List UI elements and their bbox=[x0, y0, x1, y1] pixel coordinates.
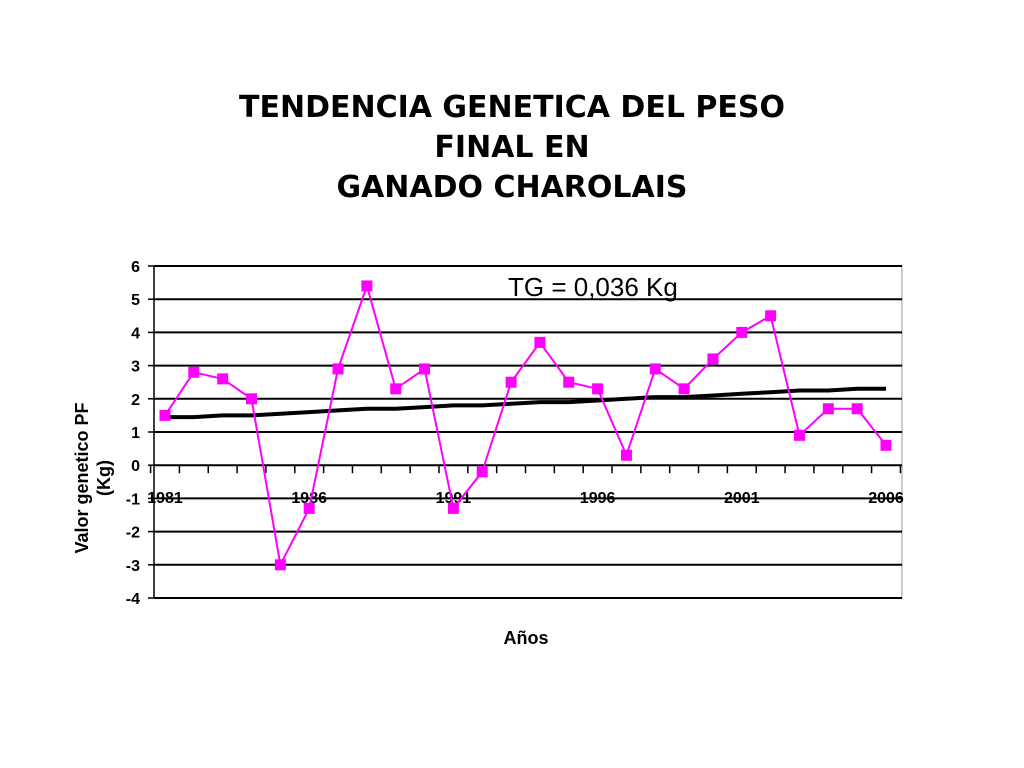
data-point bbox=[793, 429, 805, 441]
data-point bbox=[217, 373, 229, 385]
data-point bbox=[563, 376, 575, 388]
y-tick-label: 5 bbox=[131, 292, 140, 309]
chart-title-line-2: FINAL EN bbox=[434, 130, 590, 165]
trend-annotation: TG = 0,036 Kg bbox=[508, 272, 678, 302]
trend-line bbox=[165, 386, 886, 420]
x-tick-label: 1991 bbox=[436, 490, 472, 507]
data-point bbox=[851, 403, 863, 415]
y-tick-label: 6 bbox=[131, 259, 140, 276]
data-point bbox=[620, 449, 632, 461]
x-tick-label: 2006 bbox=[868, 490, 904, 507]
x-tick-label: 1996 bbox=[580, 490, 616, 507]
x-tick-label: 1981 bbox=[147, 490, 183, 507]
data-point bbox=[246, 393, 258, 405]
y-tick-label: 2 bbox=[131, 392, 140, 409]
y-axis-title: Valor genetico PF (Kg) bbox=[72, 402, 114, 553]
y-tick-label: -4 bbox=[126, 591, 140, 608]
data-point bbox=[534, 336, 546, 348]
y-tick-label: -3 bbox=[126, 558, 140, 575]
x-tick-label: 1986 bbox=[291, 490, 327, 507]
data-point bbox=[505, 376, 517, 388]
data-point bbox=[678, 383, 690, 395]
data-point bbox=[476, 466, 488, 478]
data-point bbox=[188, 366, 200, 378]
data-point bbox=[159, 409, 171, 421]
y-axis-title-line-1: Valor genetico PF bbox=[72, 402, 92, 553]
data-series bbox=[159, 280, 892, 571]
gridlines bbox=[148, 265, 902, 599]
data-point bbox=[765, 310, 777, 322]
data-point bbox=[822, 403, 834, 415]
y-tick-label: 1 bbox=[131, 425, 140, 442]
data-point bbox=[447, 502, 459, 514]
data-point bbox=[592, 383, 604, 395]
y-tick-labels: 6 5 4 3 2 1 0 -1 -2 -3 -4 bbox=[126, 259, 140, 608]
data-point bbox=[880, 439, 892, 451]
data-point bbox=[332, 363, 344, 375]
chart-title-line-3: GANADO CHAROLAIS bbox=[336, 170, 688, 205]
data-point bbox=[303, 502, 315, 514]
data-point bbox=[707, 353, 719, 365]
x-tick-label: 2001 bbox=[724, 490, 760, 507]
data-point bbox=[274, 559, 286, 571]
x-axis: 1981 1986 1991 1996 2001 2006 bbox=[147, 465, 904, 507]
data-point bbox=[361, 280, 373, 292]
data-point bbox=[736, 326, 748, 338]
y-tick-label: 4 bbox=[131, 325, 140, 342]
data-point bbox=[649, 363, 661, 375]
x-axis-title: Años bbox=[504, 628, 549, 648]
chart-title: TENDENCIA GENETICA DEL PESO FINAL EN GAN… bbox=[0, 88, 1024, 208]
y-tick-label: 3 bbox=[131, 359, 140, 376]
y-tick-label: 0 bbox=[131, 458, 140, 475]
data-point bbox=[390, 383, 402, 395]
y-tick-label: -1 bbox=[126, 491, 140, 508]
chart-title-line-1: TENDENCIA GENETICA DEL PESO bbox=[239, 90, 785, 125]
y-axis-title-line-2: (Kg) bbox=[94, 460, 114, 496]
data-point bbox=[419, 363, 431, 375]
y-tick-label: -2 bbox=[126, 525, 140, 542]
